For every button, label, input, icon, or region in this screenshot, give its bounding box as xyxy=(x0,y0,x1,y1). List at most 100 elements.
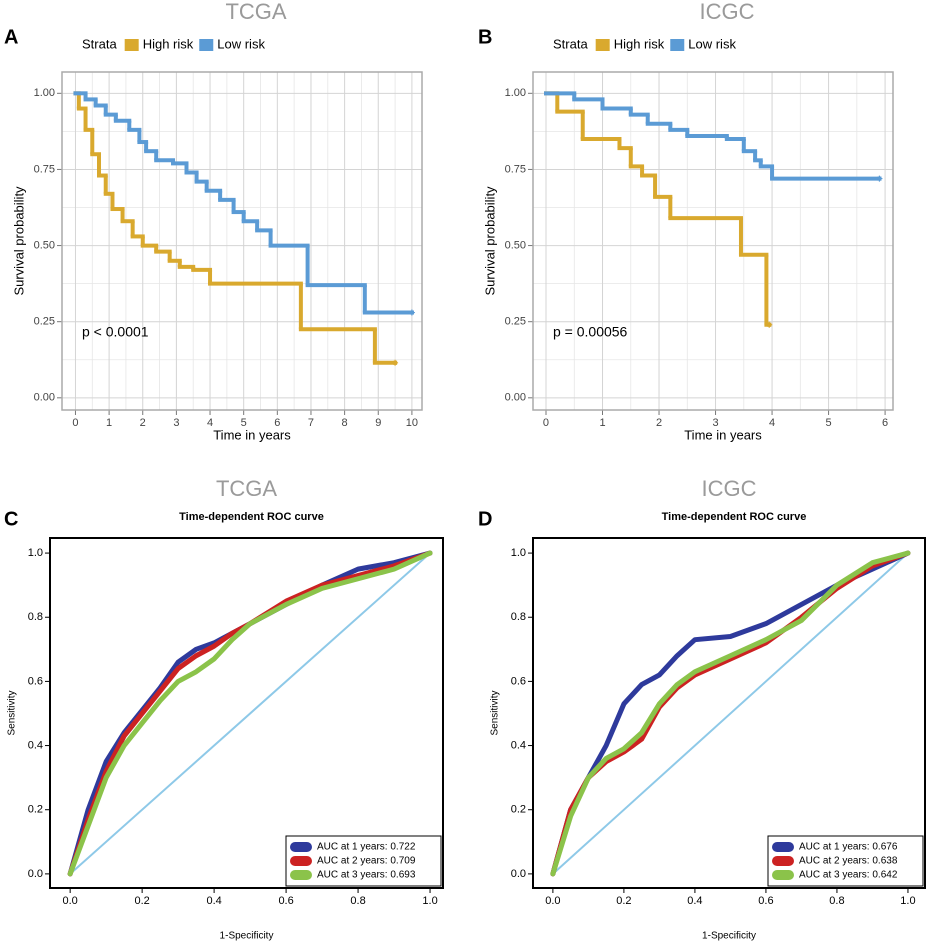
censor-mark xyxy=(408,309,415,316)
censor-mark xyxy=(766,321,773,328)
legend-label: Low risk xyxy=(217,36,265,51)
panel-title: TCGA xyxy=(216,476,277,501)
legend-swatch xyxy=(290,842,312,852)
y-axis-label: Survival probability xyxy=(11,186,26,296)
y-axis-label: Sensitivity xyxy=(490,690,501,735)
panel-label: B xyxy=(478,26,492,48)
roc-curve xyxy=(67,550,433,877)
x-tick-label: 0.6 xyxy=(278,895,293,907)
x-tick-label: 9 xyxy=(375,417,381,429)
x-axis-label: Time in years xyxy=(684,427,762,442)
legend-swatch xyxy=(124,39,139,51)
legend-label: AUC at 2 years: 0.709 xyxy=(317,856,416,867)
x-tick-label: 0 xyxy=(72,417,78,429)
x-tick-label: 2 xyxy=(656,417,662,429)
y-tick-label: 1.0 xyxy=(511,547,526,559)
reference-diagonal xyxy=(69,552,431,875)
legend-swatch xyxy=(199,39,214,51)
x-tick-label: 0.4 xyxy=(206,895,221,907)
y-tick-label: 0.2 xyxy=(511,804,526,816)
x-tick-label: 0.8 xyxy=(350,895,365,907)
y-tick-label: 0.50 xyxy=(34,239,55,251)
y-tick-label: 1.00 xyxy=(505,87,526,99)
x-tick-label: 5 xyxy=(241,417,247,429)
x-tick-label: 0.0 xyxy=(545,895,560,907)
plot-frame xyxy=(532,537,926,889)
y-axis-label: Survival probability xyxy=(482,186,497,296)
legend-title: Strata xyxy=(82,36,117,51)
x-tick-label: 4 xyxy=(207,417,213,429)
y-tick-label: 0.25 xyxy=(505,316,526,328)
x-tick-label: 1 xyxy=(106,417,112,429)
y-tick-label: 0.00 xyxy=(505,392,526,404)
panel-label: C xyxy=(4,508,18,530)
x-tick-label: 0.2 xyxy=(134,895,149,907)
panel-title: ICGC xyxy=(700,0,755,24)
legend-swatch xyxy=(595,39,610,51)
legend-label: High risk xyxy=(614,36,665,51)
panel-subtitle: Time-dependent ROC curve xyxy=(179,511,324,523)
y-tick-label: 0.6 xyxy=(511,675,526,687)
reference-diagonal xyxy=(552,552,909,875)
x-tick-label: 0.4 xyxy=(687,895,702,907)
roc-curve xyxy=(550,550,911,877)
legend-title: Strata xyxy=(553,36,588,51)
x-tick-label: 3 xyxy=(712,417,718,429)
legend-label: AUC at 3 years: 0.642 xyxy=(799,870,898,881)
y-axis-label: Sensitivity xyxy=(7,690,18,735)
legend-label: AUC at 3 years: 0.693 xyxy=(317,870,416,881)
x-axis-label: 1-Specificity xyxy=(702,931,756,942)
x-tick-label: 1 xyxy=(599,417,605,429)
x-tick-label: 1.0 xyxy=(900,895,915,907)
y-tick-label: 0.75 xyxy=(34,163,55,175)
legend-label: AUC at 1 years: 0.676 xyxy=(799,842,898,853)
plot-frame xyxy=(61,71,423,411)
panel-subtitle: Time-dependent ROC curve xyxy=(662,511,807,523)
y-tick-label: 0.6 xyxy=(28,675,43,687)
legend-swatch xyxy=(290,870,312,880)
x-tick-label: 6 xyxy=(274,417,280,429)
roc-curve xyxy=(67,550,433,877)
plot-frame xyxy=(532,71,894,411)
legend-swatch xyxy=(772,842,794,852)
x-tick-label: 7 xyxy=(308,417,314,429)
y-tick-label: 0.8 xyxy=(511,611,526,623)
x-tick-label: 0.6 xyxy=(758,895,773,907)
x-tick-label: 0.2 xyxy=(616,895,631,907)
x-tick-label: 1.0 xyxy=(422,895,437,907)
legend-swatch xyxy=(772,856,794,866)
x-tick-label: 2 xyxy=(140,417,146,429)
y-tick-label: 0.50 xyxy=(505,239,526,251)
legend-label: Low risk xyxy=(688,36,736,51)
annotation: p = 0.00056 xyxy=(553,324,628,340)
panel-title: TCGA xyxy=(225,0,286,24)
y-tick-label: 0.4 xyxy=(28,739,43,751)
x-tick-label: 5 xyxy=(826,417,832,429)
legend-swatch xyxy=(772,870,794,880)
censor-mark xyxy=(392,359,399,366)
censor-mark xyxy=(876,175,883,182)
y-tick-label: 0.4 xyxy=(511,739,526,751)
y-tick-label: 1.00 xyxy=(34,87,55,99)
roc-curve xyxy=(550,550,911,877)
y-tick-label: 0.0 xyxy=(511,868,526,880)
y-tick-label: 0.0 xyxy=(28,868,43,880)
x-tick-label: 0.8 xyxy=(829,895,844,907)
x-axis-label: Time in years xyxy=(213,427,291,442)
legend-label: AUC at 2 years: 0.638 xyxy=(799,856,898,867)
x-tick-label: 8 xyxy=(342,417,348,429)
x-tick-label: 10 xyxy=(406,417,418,429)
x-tick-label: 0 xyxy=(543,417,549,429)
panel-label: D xyxy=(478,508,492,530)
y-tick-label: 1.0 xyxy=(28,547,43,559)
y-tick-label: 0.00 xyxy=(34,392,55,404)
x-tick-label: 0.0 xyxy=(63,895,78,907)
y-tick-label: 0.8 xyxy=(28,611,43,623)
legend-label: High risk xyxy=(143,36,194,51)
x-tick-label: 6 xyxy=(882,417,888,429)
x-tick-label: 4 xyxy=(769,417,775,429)
y-tick-label: 0.2 xyxy=(28,804,43,816)
annotation: p < 0.0001 xyxy=(82,324,149,340)
legend-swatch xyxy=(290,856,312,866)
